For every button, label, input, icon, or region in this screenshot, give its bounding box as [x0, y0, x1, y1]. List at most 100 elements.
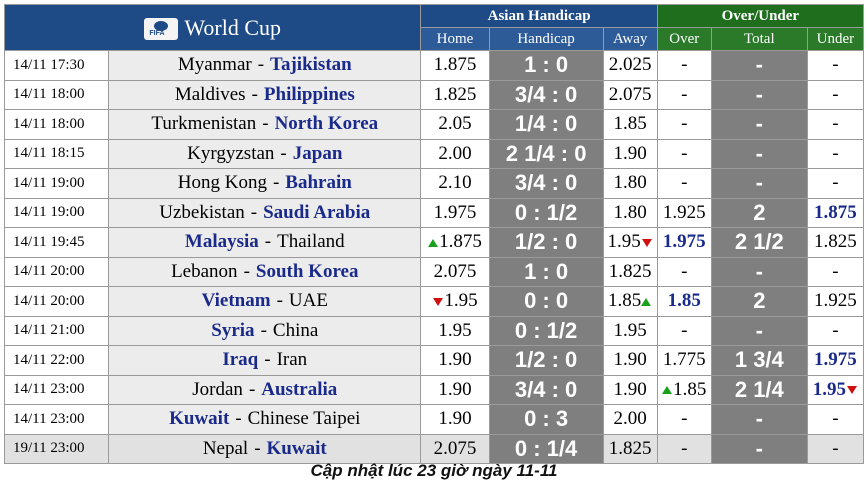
away-team: South Korea [255, 260, 359, 282]
over-odds: 1.975 [656, 227, 712, 258]
over-odds-value: - [681, 83, 688, 105]
under-odds: - [806, 404, 865, 435]
away-odds-value: 2.075 [608, 83, 652, 105]
over-odds-value: 1.925 [662, 201, 706, 223]
home-odds: 1.90 [420, 374, 490, 405]
match-teams: Maldives - Philippines [108, 79, 422, 110]
home-team: Malaysia [184, 231, 259, 253]
col-under-header: Under [806, 27, 865, 51]
match-teams: Jordan - Australia [108, 374, 422, 405]
home-odds-value: 1.825 [433, 83, 477, 105]
kickoff-time: 14/11 19:00 [3, 197, 110, 228]
match-teams: Nepal - Kuwait [108, 433, 422, 464]
home-team: Hong Kong [177, 172, 267, 194]
under-odds-value: - [832, 260, 839, 282]
away-team: Chinese Taipei [247, 408, 361, 430]
fifa-logo-icon [144, 18, 179, 41]
home-team: Jordan [192, 378, 243, 400]
home-odds: 1.975 [420, 197, 490, 228]
away-odds-value: 1.80 [613, 172, 647, 194]
under-odds-value: - [832, 172, 839, 194]
arrow-up-icon [428, 238, 439, 247]
away-odds: 1.90 [602, 345, 658, 376]
over-odds-value: 1.975 [662, 231, 706, 253]
table-row: 14/11 18:00 Maldives - Philippines 1.825 3/4 … [3, 79, 865, 110]
over-odds: - [656, 433, 712, 464]
home-odds-value: 2.075 [433, 260, 477, 282]
away-team: China [272, 319, 319, 341]
under-odds: - [806, 50, 865, 81]
home-odds: 1.825 [420, 79, 490, 110]
arrow-down-icon [847, 386, 858, 395]
team-separator: - [257, 54, 265, 76]
kickoff-time: 14/11 18:15 [3, 138, 110, 169]
away-team: UAE [288, 290, 328, 312]
home-odds-value: 1.875 [439, 231, 482, 253]
home-team: Kyrgyzstan [187, 142, 275, 164]
col-handicap-header: Handicap [488, 27, 604, 51]
col-away-header: Away [602, 27, 658, 51]
home-team: Maldives [174, 83, 246, 105]
handicap-line: 0 : 1/4 [488, 433, 604, 464]
handicap-line: 0 : 1/2 [488, 315, 604, 346]
total-line: 2 1/2 [710, 227, 808, 258]
handicap-line: 1 : 0 [488, 50, 604, 81]
under-odds-value: 1.875 [814, 201, 857, 223]
team-separator: - [276, 290, 283, 312]
kickoff-time: 14/11 18:00 [3, 109, 110, 140]
away-odds: 1.95 [602, 315, 658, 346]
kickoff-time: 14/11 21:00 [3, 315, 110, 346]
over-odds: - [656, 315, 712, 346]
under-odds: - [806, 109, 865, 140]
total-line: 2 1/4 [710, 374, 808, 405]
away-odds-value: 1.90 [613, 349, 647, 371]
away-odds: 1.80 [602, 197, 658, 228]
home-odds: 2.10 [420, 168, 490, 199]
under-odds: 1.825 [806, 227, 865, 258]
over-odds-value: 1.85 [673, 378, 707, 400]
away-odds: 2.025 [602, 50, 658, 81]
home-odds: 1.95 [420, 286, 490, 317]
update-note: Cập nhật lúc 23 giờ ngày 11-11 [310, 461, 558, 480]
home-team: Syria [211, 319, 255, 341]
match-teams: Myanmar - Tajikistan [108, 50, 422, 81]
table-row: 14/11 19:45 Malaysia - Thailand 1.875 1/2 : 0… [3, 227, 865, 258]
handicap-line: 2 1/4 : 0 [488, 138, 604, 169]
handicap-line: 0 : 3 [488, 404, 604, 435]
over-odds: - [656, 79, 712, 110]
home-team: Iraq [222, 349, 259, 371]
team-separator: - [260, 319, 267, 341]
arrow-up-icon [641, 297, 652, 306]
over-odds: - [656, 404, 712, 435]
team-separator: - [262, 113, 269, 135]
home-team: Vietnam [201, 290, 271, 312]
home-team: Turkmenistan [151, 113, 257, 135]
home-odds: 1.90 [420, 404, 490, 435]
away-odds: 1.90 [602, 138, 658, 169]
table-row: 14/11 23:00 Kuwait - Chinese Taipei 1.90 0 : … [3, 404, 865, 435]
away-team: Saudi Arabia [263, 201, 371, 223]
home-team: Myanmar [177, 54, 252, 76]
team-separator: - [251, 83, 258, 105]
home-odds-value: 2.00 [438, 142, 472, 164]
home-odds: 2.075 [420, 256, 490, 287]
over-odds: - [656, 256, 712, 287]
total-line: 2 [710, 286, 808, 317]
col-total-header: Total [710, 27, 808, 51]
home-odds-value: 2.10 [438, 172, 472, 194]
over-odds-value: - [681, 319, 688, 341]
under-odds-value: - [832, 142, 839, 164]
away-odds: 2.075 [602, 79, 658, 110]
col-over-header: Over [656, 27, 712, 51]
handicap-line: 3/4 : 0 [488, 168, 604, 199]
competition-title: World Cup [184, 14, 282, 40]
under-odds-value: - [832, 54, 839, 76]
under-odds-value: 1.95 [812, 378, 847, 400]
under-odds-value: 1.975 [814, 349, 857, 371]
away-team: Iran [276, 349, 308, 371]
home-odds: 1.90 [420, 345, 490, 376]
away-odds: 1.825 [602, 433, 658, 464]
over-odds-value: - [681, 113, 688, 135]
